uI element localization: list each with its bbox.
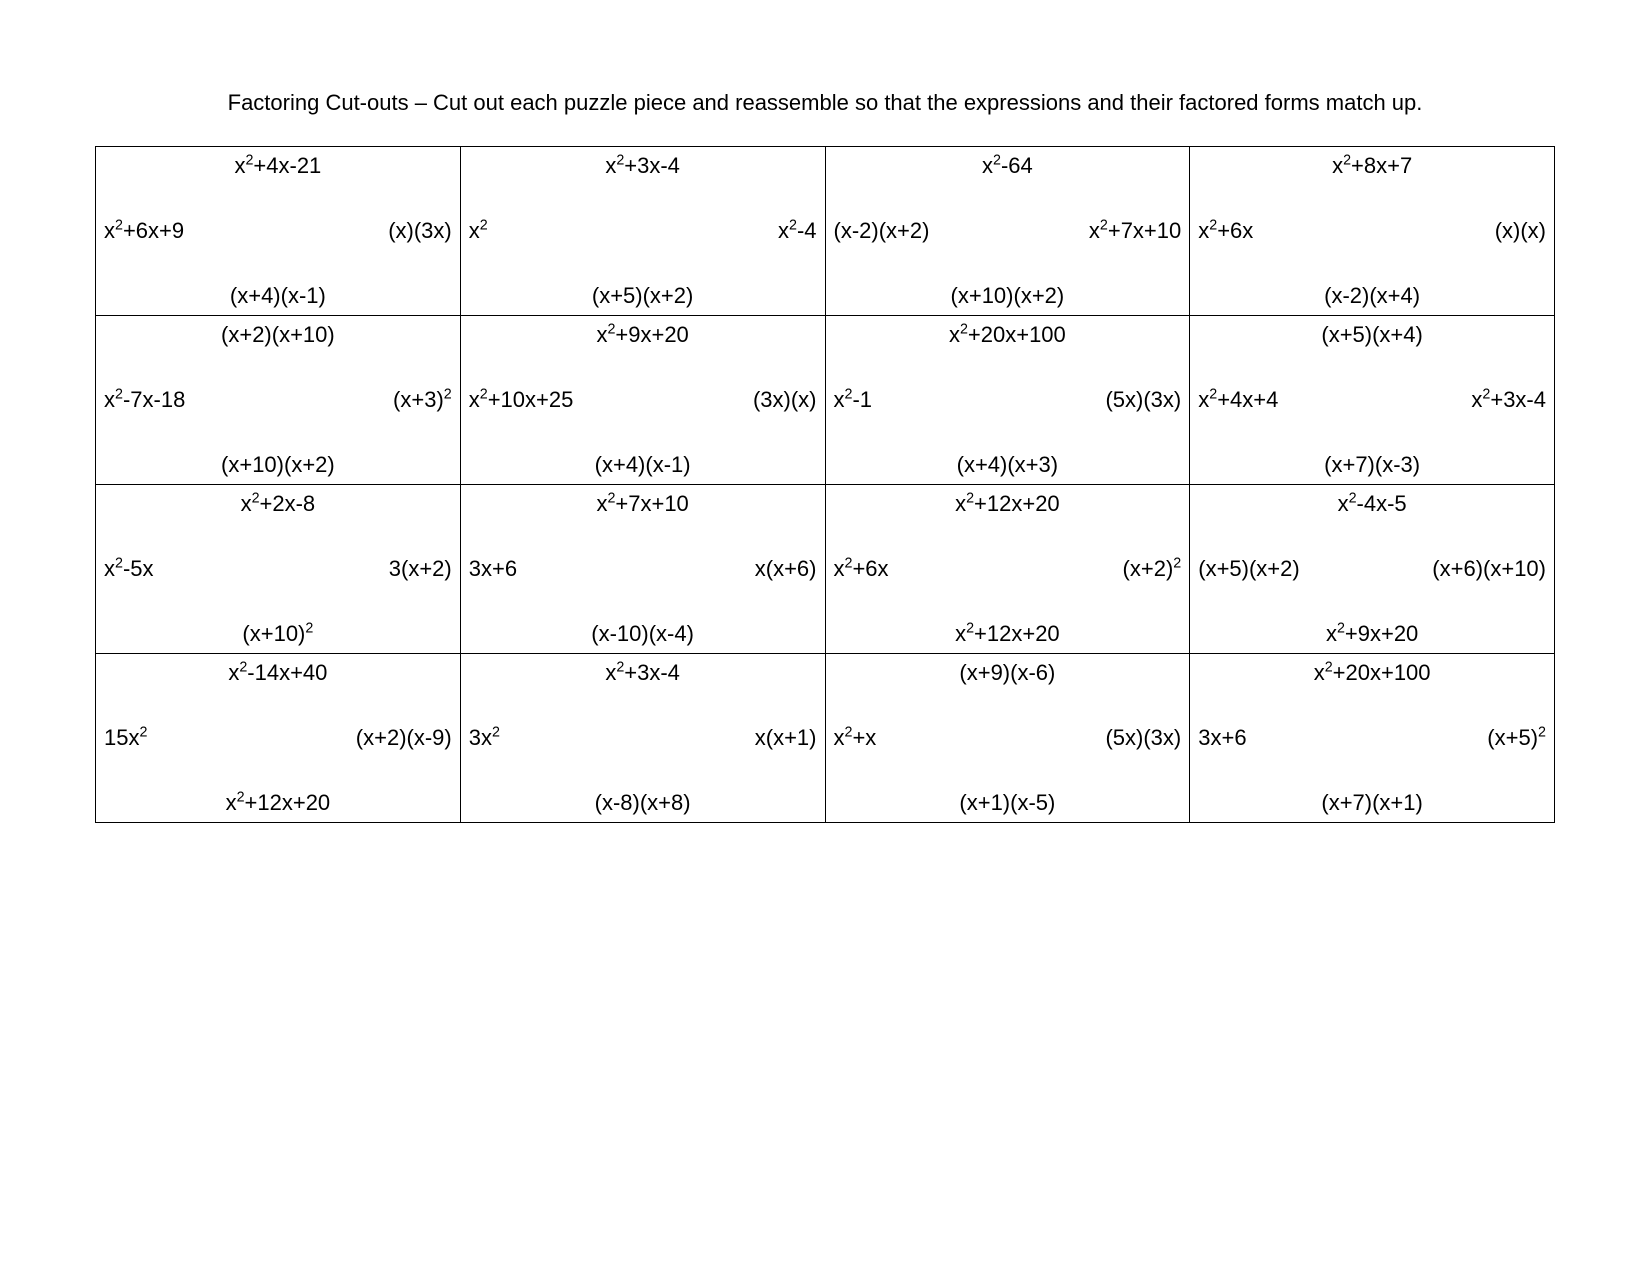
cell-right-expression: (x+5)2 [1487,725,1546,751]
cell-left-expression: 3x+6 [1198,725,1246,751]
cell-left-expression: x2+10x+25 [469,387,574,413]
puzzle-cell: x2+20x+100 3x+6 (x+5)2 (x+7)(x+1) [1190,654,1555,823]
cell-left-expression: 15x2 [104,725,147,751]
cell-left-expression: x2-1 [834,387,873,413]
cell-top-expression: x2-14x+40 [96,660,460,686]
cell-top-expression: x2+12x+20 [826,491,1190,517]
puzzle-cell: x2+3x-4 3x2 x(x+1) (x-8)(x+8) [460,654,825,823]
cell-top-expression: x2+3x-4 [461,660,825,686]
cell-right-expression: x2+7x+10 [1089,218,1181,244]
cell-bottom-expression: x2+9x+20 [1190,621,1554,647]
cell-bottom-expression: (x+10)(x+2) [826,283,1190,309]
cell-right-expression: (x+6)(x+10) [1432,556,1546,582]
cell-top-expression: (x+9)(x-6) [826,660,1190,686]
cell-bottom-expression: (x+7)(x-3) [1190,452,1554,478]
puzzle-cell: x2-4x-5 (x+5)(x+2) (x+6)(x+10) x2+9x+20 [1190,485,1555,654]
cell-left-expression: x2-5x [104,556,154,582]
cell-bottom-expression: (x+4)(x-1) [96,283,460,309]
puzzle-cell: x2+2x-8 x2-5x 3(x+2) (x+10)2 [96,485,461,654]
cell-top-expression: x2+4x-21 [96,153,460,179]
puzzle-cell: x2-14x+40 15x2 (x+2)(x-9) x2+12x+20 [96,654,461,823]
cell-bottom-expression: (x+4)(x+3) [826,452,1190,478]
puzzle-cell: (x+2)(x+10) x2-7x-18 (x+3)2 (x+10)(x+2) [96,316,461,485]
puzzle-cell: x2-64 (x-2)(x+2) x2+7x+10 (x+10)(x+2) [825,147,1190,316]
cell-top-expression: (x+2)(x+10) [96,322,460,348]
cell-top-expression: x2+8x+7 [1190,153,1554,179]
cell-right-expression: (x)(3x) [388,218,452,244]
cell-right-expression: (x)(x) [1495,218,1546,244]
cell-top-expression: x2+3x-4 [461,153,825,179]
cell-bottom-expression: x2+12x+20 [96,790,460,816]
cell-left-expression: 3x+6 [469,556,517,582]
cell-left-expression: x2+6x [1198,218,1253,244]
cell-top-expression: x2+7x+10 [461,491,825,517]
cell-left-expression: 3x2 [469,725,500,751]
cell-bottom-expression: (x+10)(x+2) [96,452,460,478]
page-title: Factoring Cut-outs – Cut out each puzzle… [95,90,1555,116]
puzzle-cell: x2+7x+10 3x+6 x(x+6) (x-10)(x-4) [460,485,825,654]
cell-left-expression: x2+4x+4 [1198,387,1278,413]
cell-left-expression: x2-7x-18 [104,387,185,413]
cell-top-expression: x2-64 [826,153,1190,179]
cell-right-expression: 3(x+2) [389,556,452,582]
cell-top-expression: (x+5)(x+4) [1190,322,1554,348]
cell-right-expression: x(x+1) [755,725,817,751]
cell-bottom-expression: (x+10)2 [96,621,460,647]
cell-right-expression: (5x)(3x) [1105,387,1181,413]
cell-top-expression: x2+9x+20 [461,322,825,348]
cell-top-expression: x2+20x+100 [826,322,1190,348]
cell-bottom-expression: x2+12x+20 [826,621,1190,647]
cell-bottom-expression: (x-10)(x-4) [461,621,825,647]
cell-bottom-expression: (x-8)(x+8) [461,790,825,816]
puzzle-cell: x2+20x+100 x2-1 (5x)(3x) (x+4)(x+3) [825,316,1190,485]
cell-bottom-expression: (x+7)(x+1) [1190,790,1554,816]
cell-right-expression: x(x+6) [755,556,817,582]
cell-left-expression: x2 [469,218,488,244]
cell-left-expression: (x-2)(x+2) [834,218,930,244]
puzzle-cell: x2+3x-4 x2 x2-4 (x+5)(x+2) [460,147,825,316]
puzzle-cell: (x+9)(x-6) x2+x (5x)(3x) (x+1)(x-5) [825,654,1190,823]
cell-bottom-expression: (x+4)(x-1) [461,452,825,478]
cell-top-expression: x2-4x-5 [1190,491,1554,517]
cell-right-expression: (3x)(x) [753,387,817,413]
cell-right-expression: (x+3)2 [393,387,452,413]
cell-bottom-expression: (x+5)(x+2) [461,283,825,309]
cell-right-expression: (x+2)2 [1123,556,1182,582]
cell-left-expression: x2+6x [834,556,889,582]
puzzle-grid: x2+4x-21x2+6x+9(x)(3x)(x+4)(x-1)x2+3x-4x… [95,146,1555,823]
puzzle-cell: (x+5)(x+4) x2+4x+4 x2+3x-4 (x+7)(x-3) [1190,316,1555,485]
cell-left-expression: x2+6x+9 [104,218,184,244]
cell-top-expression: x2+2x-8 [96,491,460,517]
cell-bottom-expression: (x+1)(x-5) [826,790,1190,816]
cell-right-expression: (x+2)(x-9) [356,725,452,751]
puzzle-cell: x2+9x+20 x2+10x+25 (3x)(x) (x+4)(x-1) [460,316,825,485]
cell-right-expression: x2-4 [778,218,817,244]
cell-right-expression: x2+3x-4 [1471,387,1546,413]
cell-left-expression: (x+5)(x+2) [1198,556,1299,582]
cell-left-expression: x2+x [834,725,877,751]
cell-top-expression: x2+20x+100 [1190,660,1554,686]
puzzle-cell: x2+4x-21 x2+6x+9 (x)(3x) (x+4)(x-1) [96,147,461,316]
cell-bottom-expression: (x-2)(x+4) [1190,283,1554,309]
puzzle-cell: x2+12x+20 x2+6x (x+2)2 x2+12x+20 [825,485,1190,654]
puzzle-cell: x2+8x+7 x2+6x (x)(x) (x-2)(x+4) [1190,147,1555,316]
cell-right-expression: (5x)(3x) [1105,725,1181,751]
